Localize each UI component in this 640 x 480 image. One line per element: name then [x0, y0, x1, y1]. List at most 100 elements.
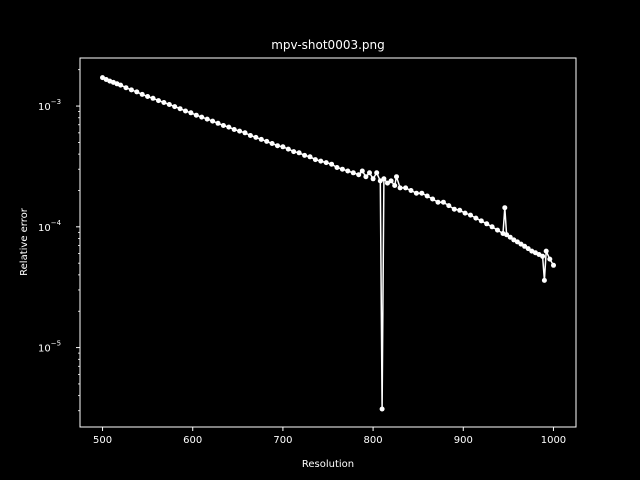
- chart-title: mpv-shot0003.png: [271, 38, 385, 52]
- data-point: [318, 158, 324, 164]
- data-point: [385, 180, 390, 186]
- data-point: [139, 91, 145, 97]
- data-point: [285, 146, 291, 152]
- x-tick-label: 900: [454, 435, 473, 446]
- data-point: [350, 170, 356, 176]
- data-point: [388, 178, 394, 184]
- data-point: [502, 205, 508, 211]
- data-point: [462, 210, 468, 216]
- data-point: [183, 108, 188, 114]
- data-point: [296, 150, 302, 156]
- data-point: [547, 256, 553, 262]
- data-point: [323, 160, 329, 166]
- data-point: [161, 100, 167, 105]
- data-point: [374, 170, 380, 176]
- data-point: [199, 114, 205, 120]
- x-tick-label: 1000: [541, 435, 566, 446]
- data-point: [177, 106, 183, 112]
- data-point: [397, 185, 403, 191]
- data-point: [430, 196, 436, 202]
- data-point: [367, 170, 372, 176]
- data-point: [381, 176, 387, 182]
- data-point: [478, 218, 484, 224]
- data-point: [473, 215, 479, 221]
- data-point: [166, 102, 172, 107]
- data-point: [540, 253, 546, 259]
- y-axis-label: Relative error: [19, 207, 30, 276]
- data-point: [280, 144, 286, 150]
- data-point: [100, 75, 105, 81]
- data-point: [370, 176, 376, 182]
- data-point: [551, 262, 556, 268]
- data-point: [446, 203, 452, 209]
- data-point: [339, 166, 345, 172]
- data-point: [457, 207, 463, 213]
- data-point: [215, 120, 221, 126]
- data-point: [379, 406, 385, 412]
- data-point: [156, 98, 161, 104]
- data-point: [150, 95, 156, 101]
- data-point: [204, 116, 210, 122]
- data-point: [242, 130, 248, 136]
- data-point: [507, 234, 513, 240]
- data-point: [435, 199, 441, 205]
- data-point: [128, 87, 134, 93]
- data-point: [302, 152, 308, 158]
- data-point: [541, 277, 547, 283]
- data-point: [363, 174, 369, 180]
- data-point: [484, 221, 490, 227]
- data-point: [525, 246, 531, 252]
- data-point: [394, 174, 399, 180]
- data-point: [231, 127, 237, 132]
- data-point: [237, 128, 243, 134]
- data-point: [210, 118, 216, 124]
- x-tick-label: 500: [93, 435, 112, 446]
- plot-frame: [79, 57, 577, 428]
- x-tick-label: 600: [183, 435, 202, 446]
- x-axis: 500 600 700 800 900 1000: [93, 427, 566, 446]
- data-point: [145, 94, 151, 99]
- data-point: [253, 134, 259, 140]
- data-point: [468, 212, 473, 218]
- data-point: [188, 110, 194, 116]
- data-point: [392, 183, 398, 188]
- data-point: [518, 241, 524, 247]
- data-point: [269, 141, 275, 146]
- x-axis-label: Resolution: [302, 459, 354, 470]
- data-point: [329, 161, 335, 167]
- series-layer: [100, 75, 556, 412]
- data-point: [504, 232, 510, 238]
- data-point: [514, 239, 520, 245]
- data-point: [172, 104, 178, 110]
- data-point: [312, 157, 318, 163]
- x-tick-label: 700: [273, 435, 292, 446]
- data-point: [123, 85, 129, 91]
- data-point: [543, 248, 549, 254]
- data-point: [522, 243, 528, 249]
- data-point: [275, 143, 280, 149]
- data-point: [495, 227, 500, 233]
- data-point: [118, 82, 124, 88]
- data-point: [413, 190, 419, 196]
- data-point: [334, 165, 340, 170]
- data-point: [193, 112, 199, 118]
- data-point: [356, 172, 362, 178]
- data-point: [408, 188, 414, 193]
- data-point: [440, 199, 446, 205]
- data-point: [258, 136, 264, 142]
- data-point: [403, 185, 409, 191]
- data-point: [489, 224, 495, 230]
- x-tick-label: 800: [364, 435, 383, 446]
- data-point: [345, 168, 351, 174]
- data-point: [359, 168, 365, 174]
- data-point: [451, 206, 457, 212]
- data-point: [134, 89, 140, 95]
- data-point: [247, 133, 253, 138]
- data-point: [226, 124, 232, 130]
- data-point: [307, 154, 313, 160]
- data-point: [424, 193, 430, 199]
- data-point: [291, 149, 297, 155]
- data-point: [220, 123, 226, 128]
